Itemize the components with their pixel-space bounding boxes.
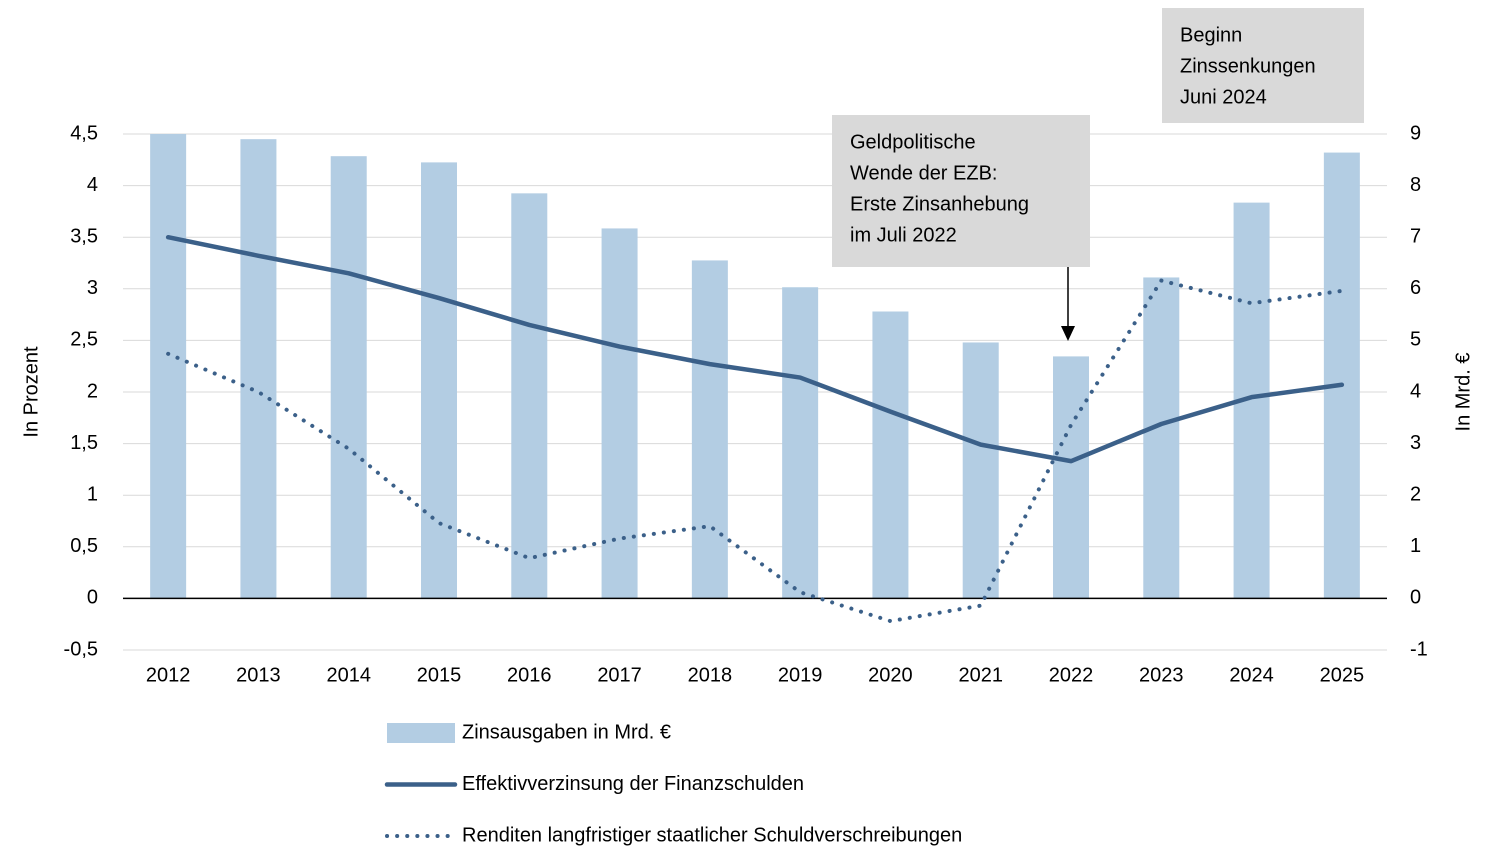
y2-tick-label: 5 [1410,329,1421,351]
x-tick-label: 2023 [1139,664,1184,686]
legend-label: Renditen langfristiger staatlicher Schul… [462,824,962,846]
x-tick-label: 2015 [417,664,462,686]
bar [240,139,277,599]
bar [421,162,457,599]
y2-tick-label: -1 [1410,638,1428,660]
x-tick-label: 2020 [868,664,913,686]
y2-tick-label: 8 [1410,174,1421,196]
y2-tick-label: 6 [1410,277,1421,299]
bar [872,311,909,599]
y-tick-label: 3,5 [70,225,98,247]
bar [962,342,999,599]
x-tick-label: 2025 [1320,664,1365,686]
annotation-text: Zinssenkungen [1180,55,1316,77]
y2-tick-label: 2 [1410,483,1421,505]
y-tick-label: 2 [87,380,98,402]
bar [691,260,728,599]
y-tick-label: 0 [87,587,98,609]
legend-swatch [387,723,455,743]
bar [330,156,367,599]
x-tick-label: 2013 [236,664,281,686]
y-tick-label: 2,5 [70,329,98,351]
bar [601,228,638,599]
bar [1323,152,1360,599]
y-tick-label: 1,5 [70,432,98,454]
y2-tick-label: 7 [1410,225,1421,247]
y2-tick-label: 4 [1410,380,1421,402]
y-tick-label: 4,5 [70,122,98,144]
x-tick-label: 2024 [1229,664,1274,686]
annotation-arrowhead [1061,326,1075,341]
annotation: Beginn Zinssenkungen Juni 2024 [1162,8,1364,123]
y-tick-label: 0,5 [70,535,98,557]
x-tick-label: 2022 [1049,664,1094,686]
y-tick-label: 1 [87,483,98,505]
annotation-text: Juni 2024 [1180,86,1267,108]
y-tick-label: -0,5 [64,638,98,660]
annotation: Geldpolitische Wende der EZB: Erste Zinsan… [832,115,1090,267]
annotation-text: Beginn [1180,24,1242,46]
annotation-text: Geldpolitische [850,131,976,153]
y-tick-label: 3 [87,277,98,299]
bar [150,134,187,599]
y-tick-label: 4 [87,174,98,196]
x-tick-label: 2017 [597,664,642,686]
y2-axis-label: In Mrd. € [1452,353,1474,432]
bar [511,193,548,599]
x-tick-label: 2012 [146,664,191,686]
x-tick-label: 2014 [326,664,371,686]
bar [782,287,819,599]
y2-tick-label: 9 [1410,122,1421,144]
legend-label: Effektivverzinsung der Finanzschulden [462,773,804,795]
annotation-text: im Juli 2022 [850,224,957,246]
annotation-text: Wende der EZB: [850,162,997,184]
annotation-text: Erste Zinsanhebung [850,193,1029,215]
annotation-box [832,115,1090,267]
line [165,234,1345,464]
x-tick-label: 2016 [507,664,552,686]
bar [1143,277,1180,599]
bar [1053,356,1089,599]
dotted-line [166,278,1344,624]
x-tick-label: 2021 [958,664,1003,686]
x-tick-label: 2018 [688,664,733,686]
y2-tick-label: 0 [1410,587,1421,609]
x-tick-label: 2019 [778,664,823,686]
annotation-box [1162,8,1364,123]
y-axis-label: In Prozent [20,346,42,438]
y2-tick-label: 3 [1410,432,1421,454]
legend-label: Zinsausgaben in Mrd. € [462,721,671,743]
y2-tick-label: 1 [1410,535,1421,557]
